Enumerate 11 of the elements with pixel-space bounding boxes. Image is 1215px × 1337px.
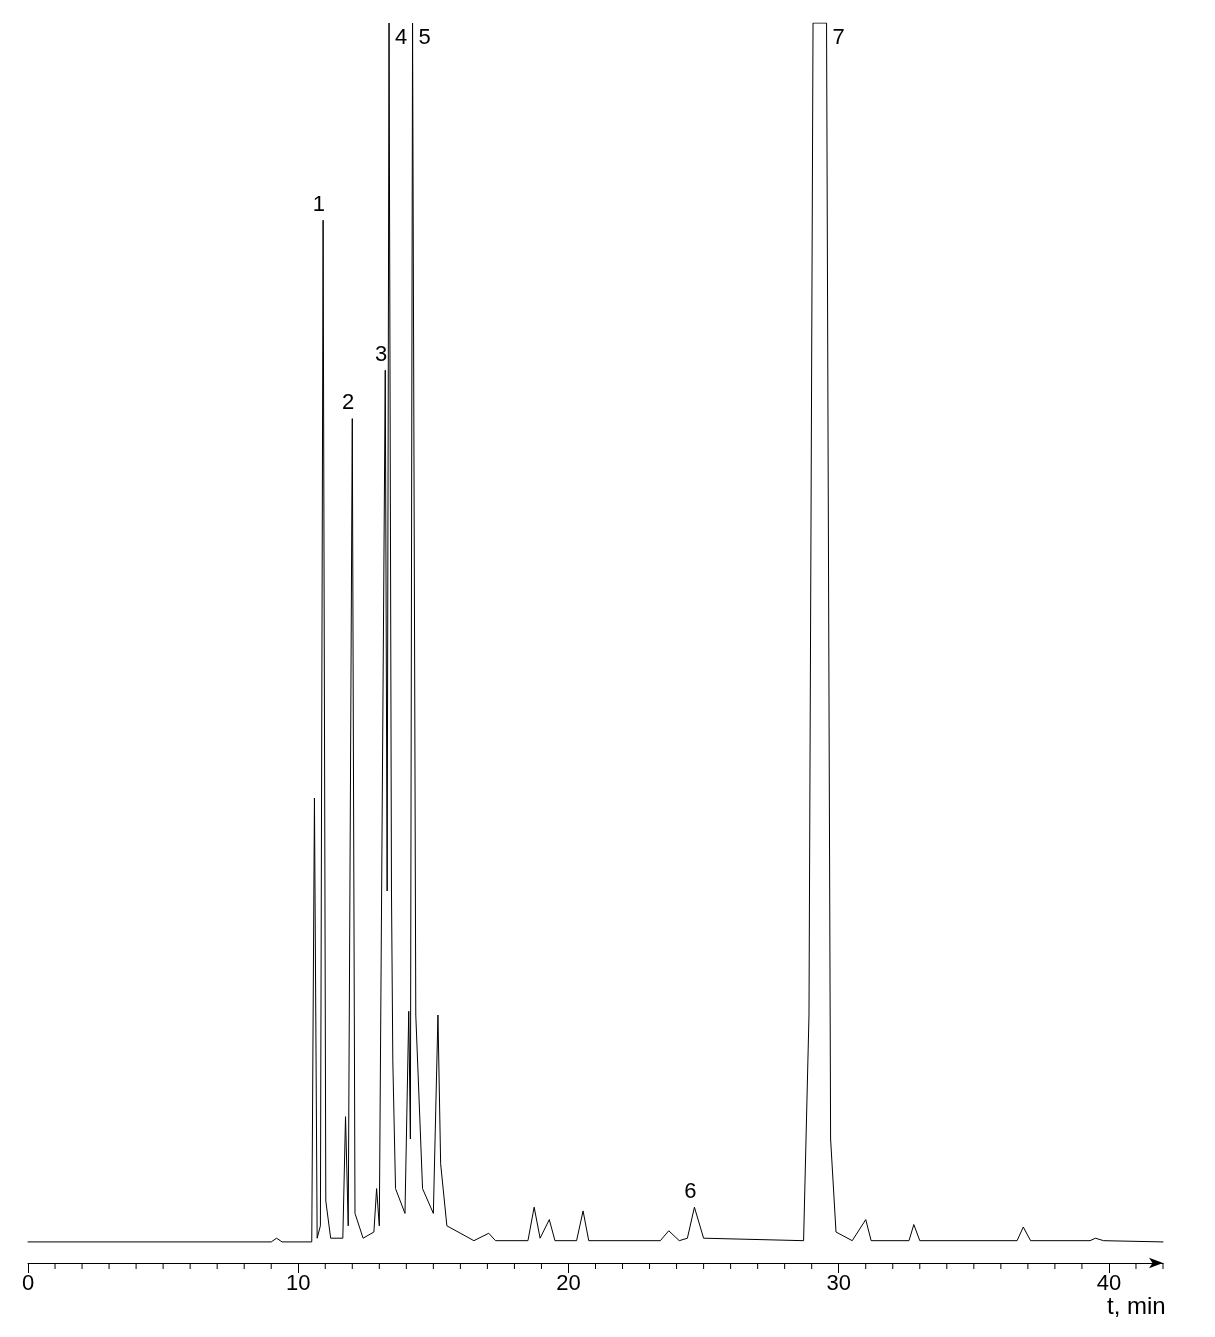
annotation: 4 <box>395 23 408 49</box>
x-tick-label: 30 <box>826 1269 851 1295</box>
annotation: 1 <box>312 190 326 216</box>
x-tick-label: 0 <box>21 1269 35 1295</box>
x-tick-label: 10 <box>286 1269 311 1295</box>
annotation: 7 <box>832 23 845 49</box>
annotation: 3 <box>375 340 388 366</box>
x-tick-label: 20 <box>556 1269 581 1295</box>
annotation: 5 <box>418 23 431 49</box>
annotation: 2 <box>342 389 355 415</box>
annotation: 6 <box>684 1177 697 1203</box>
